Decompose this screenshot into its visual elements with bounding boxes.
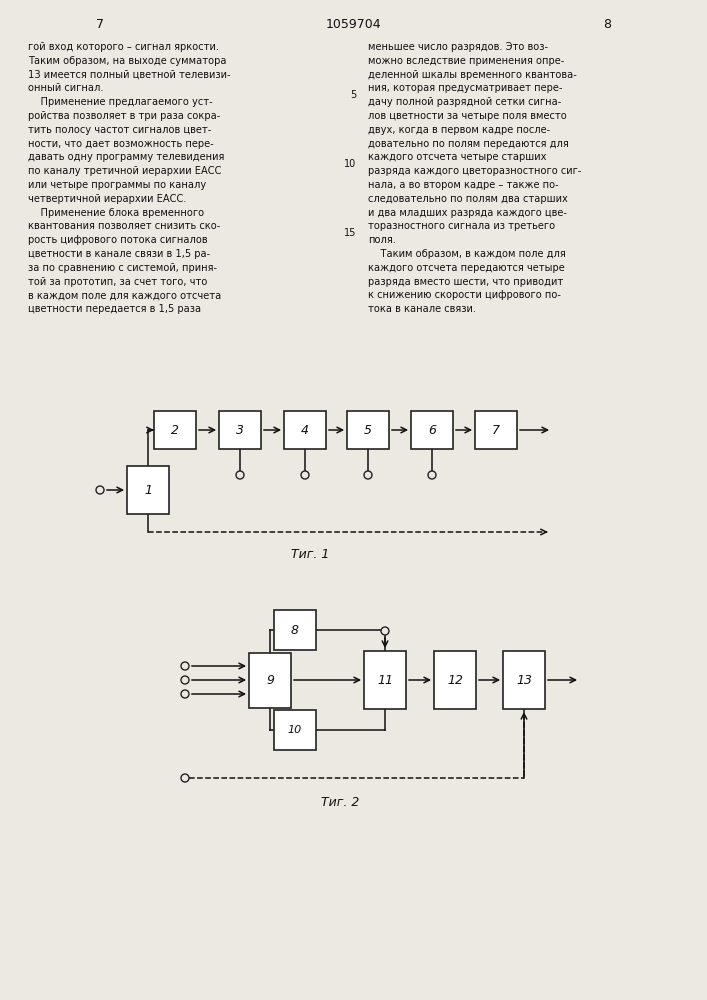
Text: давать одну программу телевидения: давать одну программу телевидения: [28, 152, 224, 162]
Bar: [249, 652, 291, 708]
Circle shape: [96, 486, 104, 494]
Text: торазностного сигнала из третьего: торазностного сигнала из третьего: [368, 221, 555, 231]
Bar: [154, 411, 196, 449]
Text: 5: 5: [350, 90, 356, 100]
Text: и два младших разряда каждого цве-: и два младших разряда каждого цве-: [368, 208, 567, 218]
Text: цветности передается в 1,5 раза: цветности передается в 1,5 раза: [28, 304, 201, 314]
Text: цветности в канале связи в 1,5 ра-: цветности в канале связи в 1,5 ра-: [28, 249, 210, 259]
Bar: [347, 411, 389, 449]
Text: квантования позволяет снизить ско-: квантования позволяет снизить ско-: [28, 221, 221, 231]
Text: 13 имеется полный цветной телевизи-: 13 имеется полный цветной телевизи-: [28, 70, 230, 80]
Bar: [364, 651, 406, 709]
Text: следовательно по полям два старших: следовательно по полям два старших: [368, 194, 568, 204]
Circle shape: [181, 690, 189, 698]
Text: 9: 9: [266, 674, 274, 686]
Text: Таким образом, в каждом поле для: Таким образом, в каждом поле для: [368, 249, 566, 259]
Text: той за прототип, за счет того, что: той за прототип, за счет того, что: [28, 277, 207, 287]
Text: рость цифрового потока сигналов: рость цифрового потока сигналов: [28, 235, 208, 245]
Text: 15: 15: [344, 228, 356, 238]
Text: за по сравнению с системой, приня-: за по сравнению с системой, приня-: [28, 263, 217, 273]
Text: лов цветности за четыре поля вместо: лов цветности за четыре поля вместо: [368, 111, 567, 121]
Text: Применение блока временного: Применение блока временного: [28, 208, 204, 218]
Text: 10: 10: [288, 725, 302, 735]
Text: Таким образом, на выходе сумматора: Таким образом, на выходе сумматора: [28, 56, 226, 66]
Text: довательно по полям передаются для: довательно по полям передаются для: [368, 139, 568, 149]
Text: 3: 3: [236, 424, 244, 436]
Text: ройства позволяет в три раза сокра-: ройства позволяет в три раза сокра-: [28, 111, 221, 121]
Text: 1: 1: [144, 484, 152, 496]
Text: 7: 7: [96, 18, 104, 31]
Text: меньшее число разрядов. Это воз-: меньшее число разрядов. Это воз-: [368, 42, 548, 52]
Text: 6: 6: [428, 424, 436, 436]
Text: каждого отсчета четыре старших: каждого отсчета четыре старших: [368, 152, 547, 162]
Text: Τиг. 2: Τиг. 2: [321, 796, 359, 809]
Text: 8: 8: [291, 624, 299, 637]
Text: гой вход которого – сигнал яркости.: гой вход которого – сигнал яркости.: [28, 42, 219, 52]
Bar: [411, 411, 453, 449]
Text: 5: 5: [364, 424, 372, 436]
Circle shape: [381, 627, 389, 635]
Text: онный сигнал.: онный сигнал.: [28, 83, 103, 93]
Text: ности, что дает возможность пере-: ности, что дает возможность пере-: [28, 139, 214, 149]
Text: или четыре программы по каналу: или четыре программы по каналу: [28, 180, 206, 190]
Bar: [274, 710, 316, 750]
Text: тить полосу частот сигналов цвет-: тить полосу частот сигналов цвет-: [28, 125, 211, 135]
Text: тока в канале связи.: тока в канале связи.: [368, 304, 476, 314]
Bar: [274, 610, 316, 650]
Bar: [475, 411, 517, 449]
Text: Τиг. 1: Τиг. 1: [291, 548, 329, 561]
Text: в каждом поле для каждого отсчета: в каждом поле для каждого отсчета: [28, 290, 221, 300]
Bar: [219, 411, 261, 449]
Text: 10: 10: [344, 159, 356, 169]
Bar: [434, 651, 476, 709]
Text: поля.: поля.: [368, 235, 396, 245]
Text: двух, когда в первом кадре после-: двух, когда в первом кадре после-: [368, 125, 550, 135]
Text: к снижению скорости цифрового по-: к снижению скорости цифрового по-: [368, 290, 561, 300]
Text: каждого отсчета передаются четыре: каждого отсчета передаются четыре: [368, 263, 565, 273]
Text: деленной шкалы временного квантова-: деленной шкалы временного квантова-: [368, 70, 577, 80]
Text: Применение предлагаемого уст-: Применение предлагаемого уст-: [28, 97, 213, 107]
Circle shape: [301, 471, 309, 479]
Bar: [284, 411, 326, 449]
Circle shape: [236, 471, 244, 479]
Bar: [127, 466, 169, 514]
Text: 4: 4: [301, 424, 309, 436]
Text: 11: 11: [377, 674, 393, 686]
Text: 7: 7: [492, 424, 500, 436]
Text: по каналу третичной иерархии ЕАСС: по каналу третичной иерархии ЕАСС: [28, 166, 221, 176]
Text: 1059704: 1059704: [325, 18, 381, 31]
Text: 13: 13: [516, 674, 532, 686]
Text: 12: 12: [447, 674, 463, 686]
Text: можно вследствие применения опре-: можно вследствие применения опре-: [368, 56, 564, 66]
Text: нала, а во втором кадре – также по-: нала, а во втором кадре – также по-: [368, 180, 559, 190]
Circle shape: [364, 471, 372, 479]
Circle shape: [181, 676, 189, 684]
Text: разряда каждого цветоразностного сиг-: разряда каждого цветоразностного сиг-: [368, 166, 581, 176]
Text: 2: 2: [171, 424, 179, 436]
Circle shape: [181, 662, 189, 670]
Circle shape: [428, 471, 436, 479]
Text: дачу полной разрядной сетки сигна-: дачу полной разрядной сетки сигна-: [368, 97, 561, 107]
Text: разряда вместо шести, что приводит: разряда вместо шести, что приводит: [368, 277, 563, 287]
Text: 8: 8: [603, 18, 611, 31]
Text: четвертичной иерархии ЕАСС.: четвертичной иерархии ЕАСС.: [28, 194, 187, 204]
Bar: [503, 651, 545, 709]
Circle shape: [181, 774, 189, 782]
Text: ния, которая предусматривает пере-: ния, которая предусматривает пере-: [368, 83, 563, 93]
